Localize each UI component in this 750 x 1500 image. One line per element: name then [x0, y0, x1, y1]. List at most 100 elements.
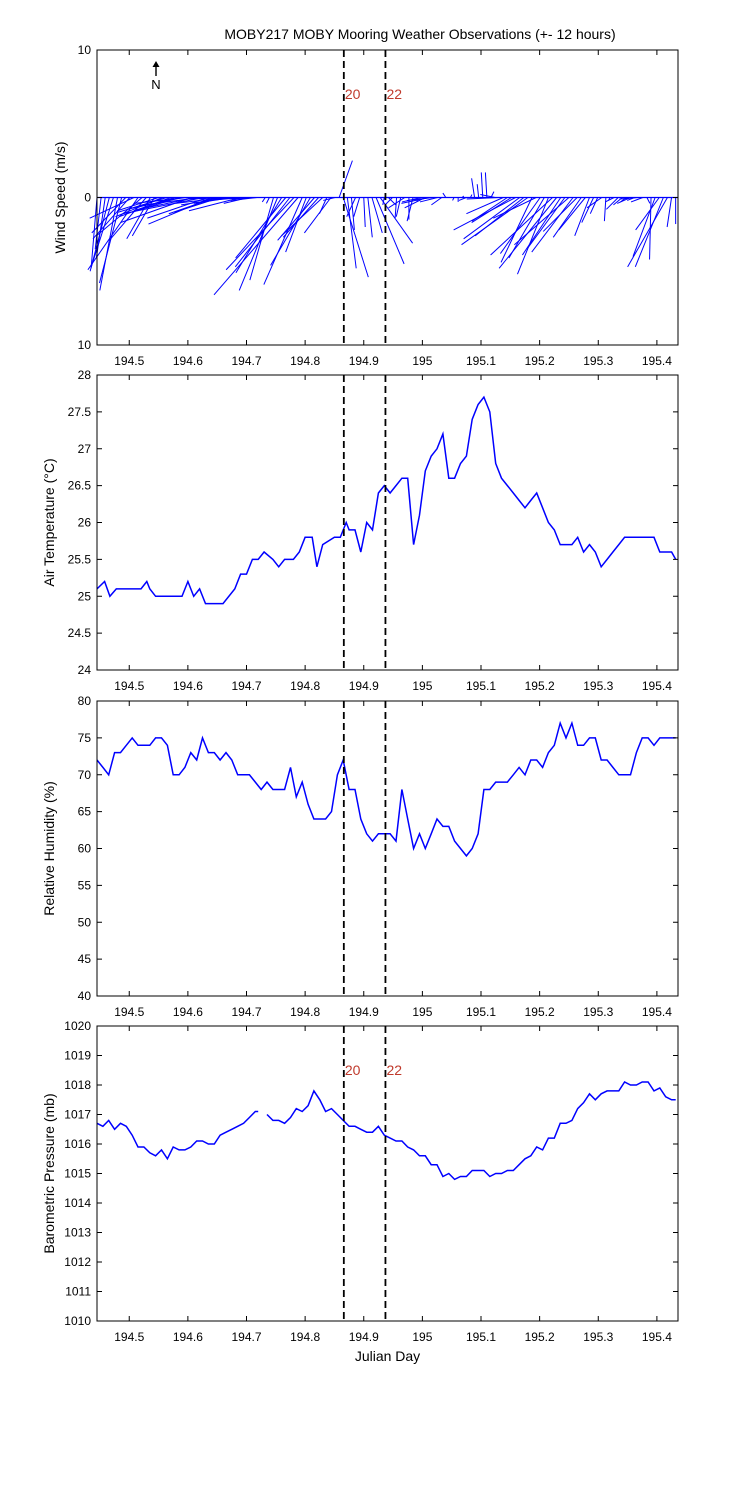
wind-vector [134, 197, 188, 204]
wind-vector [484, 172, 488, 198]
x-tick-label: 194.6 [173, 679, 203, 693]
wind-vector [99, 197, 119, 291]
x-tick-label: 194.7 [231, 679, 261, 693]
wind-vector [206, 197, 245, 201]
wind-vector [470, 194, 473, 198]
y-tick-label: 26 [78, 516, 92, 530]
x-tick-label: 195.2 [525, 1330, 555, 1344]
wind-vector [120, 197, 192, 224]
x-tick-label: 195.2 [525, 679, 555, 693]
wind-vector [542, 197, 578, 232]
series-line [96, 1110, 259, 1161]
wind-vector [516, 197, 549, 275]
x-tick-label: 195.1 [466, 1330, 496, 1344]
wind-vector [490, 197, 553, 256]
wind-vector [213, 197, 299, 296]
y-tick-label: 26.5 [68, 479, 92, 493]
wind-vector [480, 172, 484, 198]
wind-vector [466, 197, 500, 200]
wind-vector [384, 197, 393, 206]
y-tick-label: 25.5 [68, 552, 92, 566]
y-tick-label: 45 [78, 952, 92, 966]
x-tick-label: 194.8 [290, 1330, 320, 1344]
wind-vector [442, 192, 447, 198]
y-tick-label: 1017 [64, 1108, 91, 1122]
wind-vector [461, 195, 465, 198]
wind-vector [382, 197, 385, 205]
y-axis-label: Barometric Pressure (mb) [41, 1093, 57, 1253]
y-tick-label: 10 [78, 338, 92, 352]
wind-vector [552, 197, 582, 238]
wind-vector [234, 197, 291, 268]
x-tick-label: 194.8 [290, 354, 320, 368]
wind-vector [452, 197, 455, 201]
wind-vector [514, 197, 570, 246]
x-tick-label: 194.5 [114, 1330, 144, 1344]
wind-vector [406, 197, 434, 201]
wind-vector [431, 197, 443, 206]
event-marker-label: 20 [345, 86, 361, 102]
y-axis-label: Air Temperature (°C) [41, 458, 57, 586]
x-tick-label: 194.9 [349, 679, 379, 693]
wind-vector [353, 197, 361, 217]
wind-vector [342, 197, 369, 278]
x-tick-label: 194.6 [173, 354, 203, 368]
wind-vector [87, 197, 139, 271]
wind-vector [471, 178, 476, 198]
y-tick-label: 1020 [64, 1019, 91, 1033]
x-tick-label: 194.7 [231, 1005, 261, 1019]
wind-vector [90, 197, 98, 269]
wind-vector [581, 197, 595, 223]
wind-vector [531, 197, 574, 253]
north-arrow-head [152, 61, 160, 67]
wind-vector [117, 197, 159, 212]
y-tick-label: 75 [78, 731, 92, 745]
wind-vector [619, 197, 639, 200]
wind-vector [225, 197, 295, 271]
wind-vector [92, 197, 131, 240]
y-tick-label: 60 [78, 842, 92, 856]
y-tick-label: 0 [84, 191, 91, 205]
x-tick-label: 195.4 [642, 1330, 672, 1344]
wind-vector [394, 197, 398, 219]
event-marker-label: 22 [386, 86, 402, 102]
wind-vector [261, 197, 266, 203]
y-axis-label: Wind Speed (m/s) [52, 141, 68, 253]
y-tick-label: 1013 [64, 1226, 91, 1240]
y-tick-label: 27 [78, 442, 92, 456]
y-tick-label: 70 [78, 768, 92, 782]
wind-vector [574, 197, 590, 237]
x-tick-label: 194.7 [231, 1330, 261, 1344]
wind-vector [375, 197, 405, 265]
x-axis-label: Julian Day [355, 1348, 420, 1364]
wind-vector [499, 197, 541, 254]
y-tick-label: 1018 [64, 1078, 91, 1092]
wind-vector [122, 197, 204, 215]
y-tick-label: 1019 [64, 1049, 91, 1063]
wind-vector [346, 197, 357, 269]
wind-vector [466, 197, 504, 215]
wind-vector [371, 197, 383, 234]
x-tick-label: 195.2 [525, 1005, 555, 1019]
x-tick-label: 194.8 [290, 679, 320, 693]
wind-vector [419, 197, 438, 203]
wind-vector [367, 197, 373, 238]
x-tick-label: 195.1 [466, 679, 496, 693]
x-tick-label: 195.4 [642, 354, 672, 368]
y-axis-label: Relative Humidity (%) [41, 781, 57, 916]
panel-2: 194.5 194.6 194.7 194.8 194.9 195 195.1 195.2 19… [41, 694, 679, 1019]
x-tick-label: 195.3 [583, 679, 613, 693]
x-tick-label: 194.9 [349, 354, 379, 368]
panel-0: 20 22 194.5 194.6 194.7 194.8 194.9 195 195.1 195… [52, 43, 679, 368]
wind-vector [281, 197, 324, 237]
wind-vector [508, 197, 545, 259]
series-line [266, 1081, 676, 1181]
north-label: N [151, 77, 160, 92]
wind-vector [187, 197, 237, 200]
y-tick-label: 28 [78, 368, 92, 382]
y-tick-label: 50 [78, 915, 92, 929]
x-tick-label: 194.5 [114, 1005, 144, 1019]
wind-vector [606, 197, 619, 210]
y-tick-label: 1014 [64, 1196, 91, 1210]
